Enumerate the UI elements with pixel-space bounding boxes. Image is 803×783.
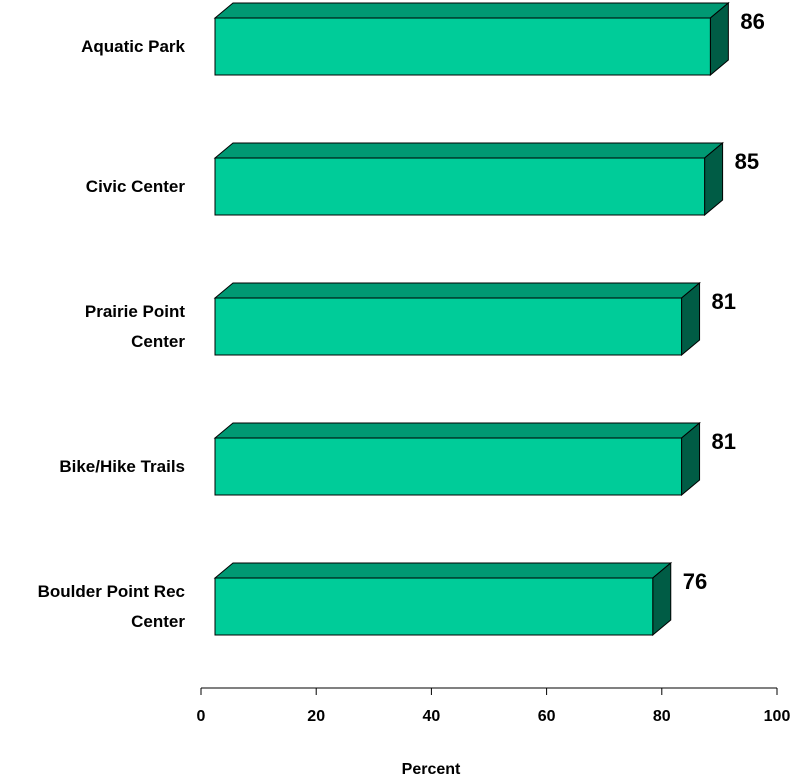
category-text: Bike/Hike Trails [59,456,185,476]
bar [213,141,724,217]
bar-top [213,422,701,439]
value-label: 76 [683,569,707,594]
value-label: 81 [712,289,736,314]
bar-front [214,17,711,76]
category-label: Bike/Hike Trails [20,428,185,505]
x-tick-label: 0 [197,708,206,725]
category-label: Civic Center [20,148,185,225]
category-label-box: Civic Center [20,148,185,225]
category-text: Prairie Point Center [84,301,185,351]
bar [213,281,701,357]
category-label: Prairie Point Center [20,288,185,365]
bar-front [214,437,683,496]
category-text: Boulder Point Rec Center [37,581,185,631]
category-label: Boulder Point Rec Center [20,568,185,645]
category-label: Aquatic Park [20,8,185,85]
value-label: 85 [735,149,759,174]
category-label-box: Bike/Hike Trails [20,428,185,505]
category-label-box: Prairie Point Center [20,288,185,365]
x-tick-label: 60 [538,708,556,725]
x-tick-label: 40 [423,708,441,725]
bar-top [213,562,673,579]
bar [213,421,701,497]
category-label-box: Aquatic Park [20,8,185,85]
bar-top [213,282,701,299]
category-label-box: Boulder Point Rec Center [20,568,185,645]
x-tick-label: 20 [307,708,325,725]
bar [213,561,673,637]
bar-top [213,2,730,19]
bar-top [213,142,724,159]
value-label: 86 [740,9,764,34]
bar-front [214,577,654,636]
bar-front [214,297,683,356]
x-axis-title: Percent [402,761,461,778]
bar [213,1,730,77]
x-tick-label: 100 [764,708,791,725]
x-tick-label: 80 [653,708,671,725]
category-text: Civic Center [85,176,185,196]
value-label: 81 [712,429,736,454]
bar-front [214,157,706,216]
category-text: Aquatic Park [81,36,185,56]
